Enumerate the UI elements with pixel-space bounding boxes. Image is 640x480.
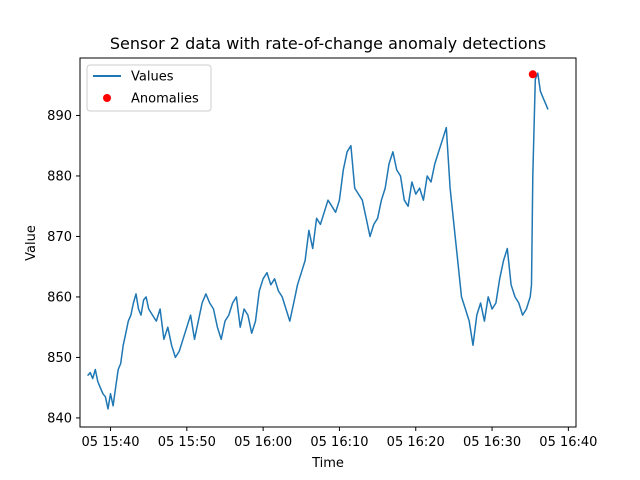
legend-anomalies-swatch bbox=[103, 94, 111, 102]
plot-frame bbox=[79, 57, 577, 428]
x-tick-label: 05 16:10 bbox=[310, 435, 368, 450]
y-tick-label: 850 bbox=[47, 351, 72, 366]
anomaly-layer bbox=[528, 70, 537, 79]
x-tick-label: 05 16:20 bbox=[387, 435, 445, 450]
x-tick-label: 05 16:40 bbox=[539, 435, 597, 450]
legend-anomalies-label: Anomalies bbox=[131, 92, 199, 107]
legend-values-label: Values bbox=[131, 70, 174, 85]
x-tick-label: 05 16:00 bbox=[234, 435, 292, 450]
chart-title: Sensor 2 data with rate-of-change anomal… bbox=[110, 34, 546, 53]
anomaly-point bbox=[528, 70, 537, 79]
y-tick-label: 860 bbox=[47, 290, 72, 305]
y-tick-label: 870 bbox=[47, 230, 72, 245]
y-tick-label: 880 bbox=[47, 169, 72, 184]
series-layer bbox=[87, 72, 549, 410]
x-tick-label: 05 15:40 bbox=[81, 435, 139, 450]
y-tick-label: 890 bbox=[47, 109, 72, 124]
y-tick-label: 840 bbox=[47, 411, 72, 426]
x-axis-ticks: 05 15:40 05 15:50 05 16:00 05 16:10 05 16:20… bbox=[81, 427, 597, 450]
y-axis-label: Value bbox=[24, 225, 39, 261]
values-line bbox=[87, 72, 549, 410]
x-tick-label: 05 15:50 bbox=[158, 435, 216, 450]
y-axis-ticks: 840 850 860 870 880 890 bbox=[47, 109, 80, 426]
x-axis-label: Time bbox=[311, 456, 344, 471]
legend: Values Anomalies bbox=[86, 64, 212, 112]
x-tick-label: 05 16:30 bbox=[463, 435, 521, 450]
